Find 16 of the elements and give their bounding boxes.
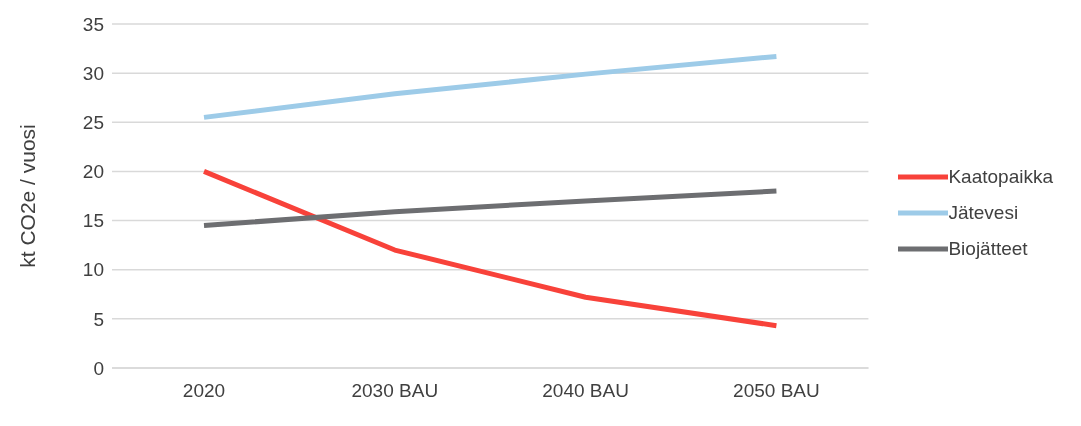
legend-label: Biojätteet — [948, 238, 1028, 260]
y-tick-label: 5 — [93, 308, 104, 330]
y-tick-label: 10 — [82, 259, 104, 281]
y-axis-title: kt CO2e / vuosi — [16, 124, 40, 268]
y-tick-label: 30 — [82, 62, 104, 84]
x-tick-label: 2050 BAU — [733, 380, 820, 402]
legend-label: Kaatopaikka — [948, 166, 1053, 188]
y-tick-label: 0 — [93, 357, 104, 379]
x-tick-label: 2030 BAU — [351, 380, 439, 402]
x-tick-label: 2020 — [182, 380, 226, 402]
legend-label: Jätevesi — [948, 202, 1019, 224]
y-tick-label: 20 — [82, 161, 104, 183]
y-tick-label: 15 — [82, 210, 104, 232]
x-tick-label: 2040 BAU — [542, 380, 629, 402]
y-tick-label: 35 — [82, 13, 104, 35]
y-tick-label: 25 — [82, 112, 104, 134]
